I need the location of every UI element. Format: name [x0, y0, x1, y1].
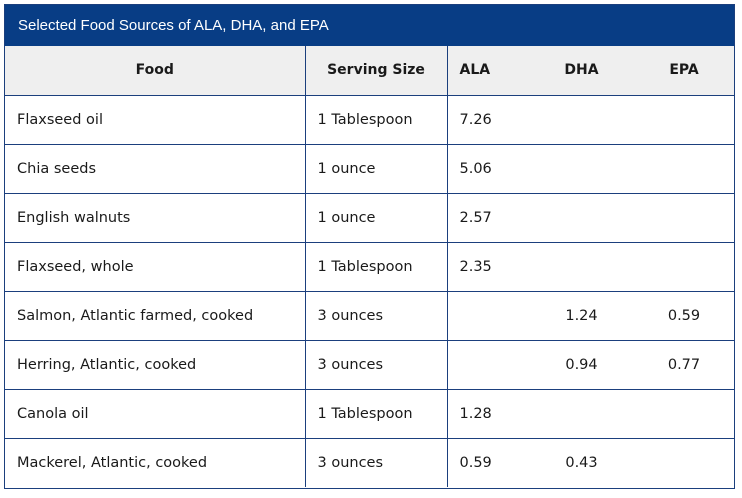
cell-food: Flaxseed, whole	[5, 241, 306, 291]
header-ala: ALA	[447, 46, 529, 96]
cell-food: Flaxseed oil	[5, 95, 306, 144]
cell-epa	[634, 437, 734, 487]
cell-dha: 1.24	[529, 290, 634, 340]
table-row: Salmon, Atlantic farmed, cooked 3 ounces…	[5, 290, 734, 340]
cell-serving: 3 ounces	[305, 437, 448, 487]
cell-ala: 5.06	[447, 143, 529, 193]
cell-dha	[529, 95, 634, 144]
cell-epa	[634, 95, 734, 144]
cell-ala: 7.26	[459, 111, 492, 128]
cell-epa	[634, 388, 734, 438]
cell-ala: 2.57	[447, 192, 529, 242]
cell-epa	[634, 241, 734, 291]
cell-food: Chia seeds	[5, 143, 306, 193]
table-row: Flaxseed oil 1 Tablespoon 7.26	[5, 95, 734, 144]
header-food: Food	[5, 46, 306, 96]
cell-ala: 2.35	[447, 241, 529, 291]
header-epa: EPA	[634, 46, 734, 96]
cell-dha	[529, 192, 634, 242]
cell-serving: 1 Tablespoon	[305, 95, 448, 144]
cell-ala	[447, 339, 529, 389]
header-serving-size: Serving Size	[305, 46, 448, 96]
cell-epa: 0.59	[634, 290, 734, 340]
table-row: Flaxseed, whole 1 Tablespoon 2.35	[5, 241, 734, 291]
cell-epa: 0.77	[634, 339, 734, 389]
food-sources-table: Food Serving Size ALA DHA EPA Flaxseed o…	[5, 46, 734, 487]
cell-food: Salmon, Atlantic farmed, cooked	[5, 290, 306, 340]
cell-epa	[634, 192, 734, 242]
table-row: Canola oil 1 Tablespoon 1.28	[5, 388, 734, 438]
header-row: Food Serving Size ALA DHA EPA	[5, 46, 734, 96]
cell-epa	[634, 143, 734, 193]
cell-ala	[447, 290, 529, 340]
table-row: Mackerel, Atlantic, cooked 3 ounces 0.59…	[5, 437, 734, 487]
food-sources-table-container: Selected Food Sources of ALA, DHA, and E…	[4, 4, 735, 489]
cell-ala: 0.59	[447, 437, 529, 487]
cell-food: Mackerel, Atlantic, cooked	[5, 437, 306, 487]
cell-serving: 3 ounces	[305, 290, 448, 340]
cell-serving: 1 ounce	[305, 143, 448, 193]
cell-dha	[529, 388, 634, 438]
cell-serving: 1 Tablespoon	[305, 241, 448, 291]
header-dha: DHA	[529, 46, 634, 96]
cell-dha	[529, 241, 634, 291]
table-caption: Selected Food Sources of ALA, DHA, and E…	[5, 5, 734, 46]
cell-food: English walnuts	[5, 192, 306, 242]
cell-serving: 1 Tablespoon	[305, 388, 448, 438]
cell-dha: 0.94	[529, 339, 634, 389]
table-row: Herring, Atlantic, cooked 3 ounces 0.94 …	[5, 339, 734, 389]
table-row: Chia seeds 1 ounce 5.06	[5, 143, 734, 193]
table-row: English walnuts 1 ounce 2.57	[5, 192, 734, 242]
cell-serving: 1 ounce	[305, 192, 448, 242]
cell-serving: 3 ounces	[305, 339, 448, 389]
cell-dha	[529, 143, 634, 193]
cell-food: Herring, Atlantic, cooked	[5, 339, 306, 389]
cell-dha: 0.43	[529, 437, 634, 487]
cell-ala: 1.28	[447, 388, 529, 438]
cell-food: Canola oil	[5, 388, 306, 438]
